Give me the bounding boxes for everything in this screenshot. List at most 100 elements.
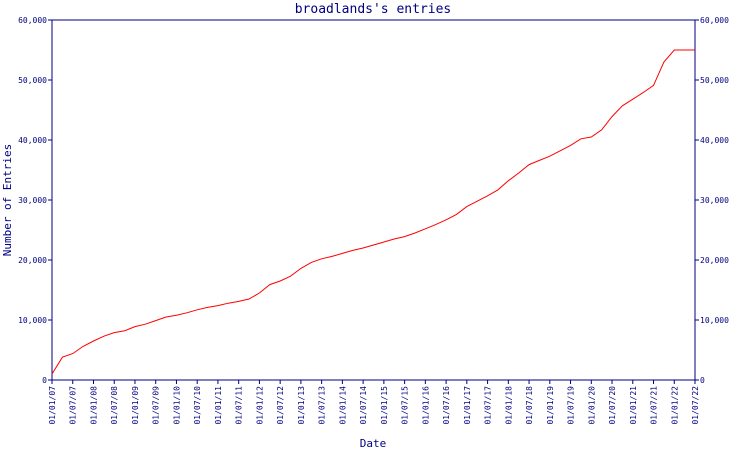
x-tick-label: 01/07/14 <box>359 386 368 425</box>
x-tick-label: 01/07/09 <box>152 386 161 425</box>
data-point <box>352 250 353 251</box>
data-point <box>238 301 239 302</box>
data-point <box>466 206 467 207</box>
data-point <box>186 312 187 313</box>
data-point <box>653 85 654 86</box>
data-point <box>518 172 519 173</box>
data-point <box>487 195 488 196</box>
data-point <box>280 280 281 281</box>
data-point <box>684 49 685 50</box>
data-point <box>134 326 135 327</box>
x-tick-label: 01/07/11 <box>235 386 244 425</box>
data-points <box>51 49 695 374</box>
x-tick-label: 01/01/14 <box>338 386 347 425</box>
data-point <box>560 150 561 151</box>
data-point <box>51 373 52 374</box>
data-point <box>373 244 374 245</box>
data-point <box>83 346 84 347</box>
data-point <box>145 324 146 325</box>
data-point <box>674 49 675 50</box>
plot-frame <box>51 19 696 381</box>
x-tick-label: 01/07/20 <box>608 386 617 425</box>
x-tick-label: 01/07/12 <box>276 386 285 425</box>
x-tick-label: 01/07/22 <box>691 386 700 425</box>
x-tick-label: 01/01/07 <box>48 386 57 425</box>
data-point <box>445 219 446 220</box>
data-point <box>632 99 633 100</box>
data-point <box>62 357 63 358</box>
data-point <box>528 164 529 165</box>
y-tick-label-right: 30,000 <box>700 196 729 205</box>
data-point <box>207 307 208 308</box>
y-tick-label-right: 0 <box>700 376 705 385</box>
x-tick-label: 01/01/19 <box>546 386 555 425</box>
data-point <box>508 180 509 181</box>
data-point <box>601 129 602 130</box>
data-point <box>539 160 540 161</box>
x-tick-label: 01/01/09 <box>131 386 140 425</box>
x-tick-label: 01/01/17 <box>463 386 472 425</box>
x-tick-label: 01/01/15 <box>380 386 389 425</box>
y-axis-label: Number of Entries <box>1 144 14 257</box>
data-point <box>290 276 291 277</box>
x-tick-label: 01/07/13 <box>318 386 327 425</box>
data-point <box>331 256 332 257</box>
x-tick-label: 01/07/10 <box>193 386 202 425</box>
data-point <box>342 253 343 254</box>
x-tick-label: 01/01/11 <box>214 386 223 425</box>
data-point <box>269 284 270 285</box>
y-tick-label-left: 20,000 <box>18 256 47 265</box>
data-point <box>435 224 436 225</box>
y-tick-label-right: 20,000 <box>700 256 729 265</box>
data-point <box>176 315 177 316</box>
y-tick-label-right: 10,000 <box>700 316 729 325</box>
y-tick-label-left: 40,000 <box>18 136 47 145</box>
data-point <box>363 247 364 248</box>
data-point <box>414 232 415 233</box>
data-point <box>425 228 426 229</box>
x-tick-label: 01/07/15 <box>401 386 410 425</box>
x-tick-label: 01/01/12 <box>255 386 264 425</box>
data-point <box>217 305 218 306</box>
data-point <box>404 236 405 237</box>
data-point <box>383 241 384 242</box>
x-tick-label: 01/07/08 <box>110 386 119 425</box>
data-point <box>394 238 395 239</box>
data-point <box>497 189 498 190</box>
x-tick-label: 01/01/20 <box>587 386 596 425</box>
data-point <box>663 61 664 62</box>
x-axis-ticks: 01/01/07 01/07/07 01/01/08 01/07/08 01/01/09… <box>48 380 700 425</box>
data-point <box>477 201 478 202</box>
data-point <box>694 49 695 50</box>
data-point <box>300 268 301 269</box>
y-tick-label-left: 50,000 <box>18 76 47 85</box>
x-tick-label: 01/07/17 <box>484 386 493 425</box>
data-point <box>93 340 94 341</box>
data-point <box>155 320 156 321</box>
y-tick-label-left: 30,000 <box>18 196 47 205</box>
y-axis-ticks: 0 0 10,000 10,000 20,000 20,000 30,000 30,000 40… <box>18 16 729 385</box>
data-point <box>197 309 198 310</box>
x-tick-label: 01/01/08 <box>89 386 98 425</box>
y-tick-label-left: 10,000 <box>18 316 47 325</box>
data-point <box>228 303 229 304</box>
x-tick-label: 01/07/18 <box>525 386 534 425</box>
data-point <box>165 316 166 317</box>
data-point <box>248 298 249 299</box>
x-tick-label: 01/01/22 <box>670 386 679 425</box>
y-tick-label-left: 0 <box>42 376 47 385</box>
data-point <box>580 138 581 139</box>
y-tick-label-right: 40,000 <box>700 136 729 145</box>
y-tick-label-left: 60,000 <box>18 16 47 25</box>
data-point <box>114 332 115 333</box>
y-tick-label-right: 50,000 <box>700 76 729 85</box>
x-tick-label: 01/07/19 <box>567 386 576 425</box>
data-point <box>591 136 592 137</box>
x-tick-label: 01/01/18 <box>504 386 513 425</box>
data-point <box>311 262 312 263</box>
data-point <box>549 156 550 157</box>
data-point <box>456 214 457 215</box>
data-point <box>570 145 571 146</box>
data-point <box>622 105 623 106</box>
